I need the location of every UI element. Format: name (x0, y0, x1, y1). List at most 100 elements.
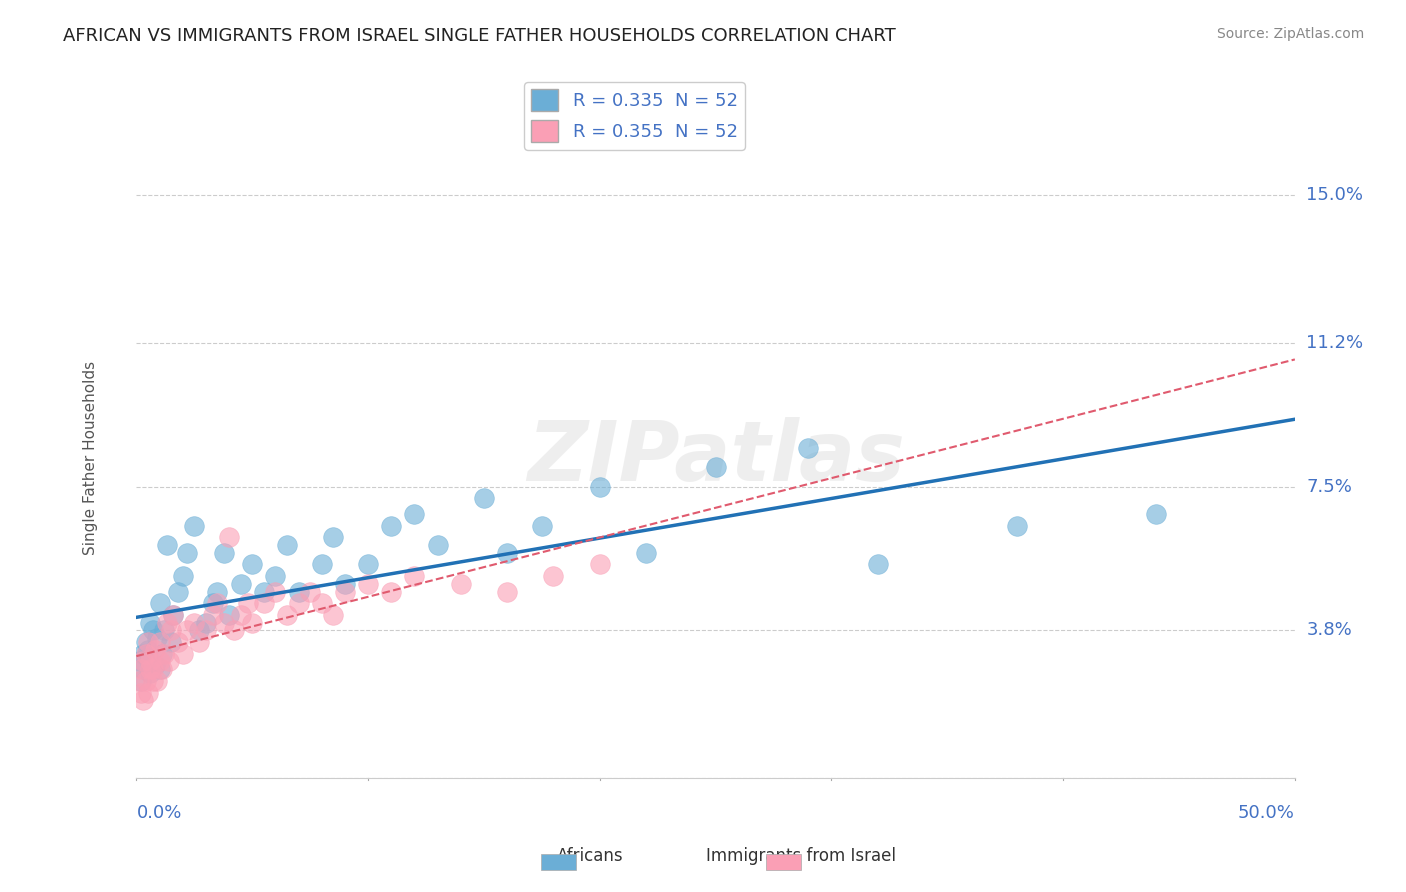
Point (157, 655, 180, 669)
Text: Single Father Households: Single Father Households (83, 360, 97, 555)
Text: 7.5%: 7.5% (1306, 478, 1353, 496)
Point (589, 480, 612, 494)
Point (253, 596, 276, 610)
Point (357, 576, 380, 591)
Point (132, 693, 155, 707)
Point (194, 615, 217, 630)
Point (129, 673, 152, 688)
Point (450, 576, 472, 591)
Point (183, 615, 205, 630)
Text: Africans: Africans (557, 847, 624, 865)
Point (139, 615, 162, 630)
Point (426, 538, 449, 552)
Point (866, 558, 889, 572)
Text: Immigrants from Israel: Immigrants from Israel (706, 847, 897, 865)
Point (176, 546, 198, 560)
Point (357, 558, 380, 572)
Point (472, 491, 495, 506)
Point (162, 607, 184, 622)
Point (129, 685, 152, 699)
Point (380, 518, 402, 533)
Point (380, 584, 402, 599)
Point (132, 647, 155, 661)
Point (240, 615, 263, 630)
Text: Source: ZipAtlas.com: Source: ZipAtlas.com (1216, 27, 1364, 41)
Point (148, 662, 170, 676)
Point (214, 615, 236, 630)
Point (160, 624, 183, 638)
Point (139, 655, 162, 669)
Point (128, 655, 150, 669)
Point (207, 596, 229, 610)
Point (589, 558, 612, 572)
Point (172, 569, 194, 583)
Point (148, 596, 170, 610)
Point (135, 635, 157, 649)
Point (496, 546, 519, 560)
Point (322, 530, 344, 544)
Point (1005, 518, 1028, 533)
Point (240, 558, 263, 572)
Point (404, 507, 426, 521)
Point (194, 624, 217, 638)
Point (299, 584, 322, 599)
Point (311, 558, 333, 572)
Point (143, 658, 166, 673)
Text: 3.8%: 3.8% (1306, 622, 1353, 640)
Point (167, 584, 190, 599)
Point (333, 576, 356, 591)
Point (176, 624, 198, 638)
Point (135, 647, 157, 661)
Point (229, 607, 252, 622)
Point (287, 596, 309, 610)
Point (201, 596, 224, 610)
Point (153, 647, 176, 661)
Point (172, 647, 194, 661)
Point (276, 607, 298, 622)
Point (404, 569, 426, 583)
Point (201, 607, 224, 622)
Point (143, 643, 166, 657)
Point (132, 655, 155, 669)
Point (146, 673, 169, 688)
Point (797, 441, 820, 455)
Point (218, 607, 240, 622)
Point (530, 518, 553, 533)
Point (1144, 507, 1167, 521)
Point (128, 673, 150, 688)
Point (142, 673, 165, 688)
Point (214, 546, 236, 560)
Point (253, 584, 276, 599)
Text: 50.0%: 50.0% (1239, 804, 1295, 822)
Point (207, 584, 229, 599)
Point (187, 624, 209, 638)
Point (311, 596, 333, 610)
Point (636, 546, 658, 560)
Text: AFRICAN VS IMMIGRANTS FROM ISRAEL SINGLE FATHER HOUSEHOLDS CORRELATION CHART: AFRICAN VS IMMIGRANTS FROM ISRAEL SINGLE… (63, 27, 896, 45)
Point (264, 569, 287, 583)
Point (155, 538, 177, 552)
Point (222, 624, 245, 638)
Point (136, 635, 159, 649)
Point (496, 584, 519, 599)
Text: 11.2%: 11.2% (1306, 334, 1364, 352)
Point (287, 584, 309, 599)
Point (162, 607, 184, 622)
Point (136, 650, 159, 665)
Point (132, 662, 155, 676)
Point (229, 576, 252, 591)
Point (543, 569, 565, 583)
Point (264, 584, 287, 599)
Point (136, 685, 159, 699)
Point (142, 662, 165, 676)
Point (148, 635, 170, 649)
Text: ZIPatlas: ZIPatlas (527, 417, 904, 498)
Point (148, 655, 170, 669)
Text: 0.0%: 0.0% (136, 804, 181, 822)
Point (135, 673, 157, 688)
Point (187, 635, 209, 649)
Point (136, 643, 159, 657)
Point (276, 538, 298, 552)
Point (155, 615, 177, 630)
Point (218, 530, 240, 544)
